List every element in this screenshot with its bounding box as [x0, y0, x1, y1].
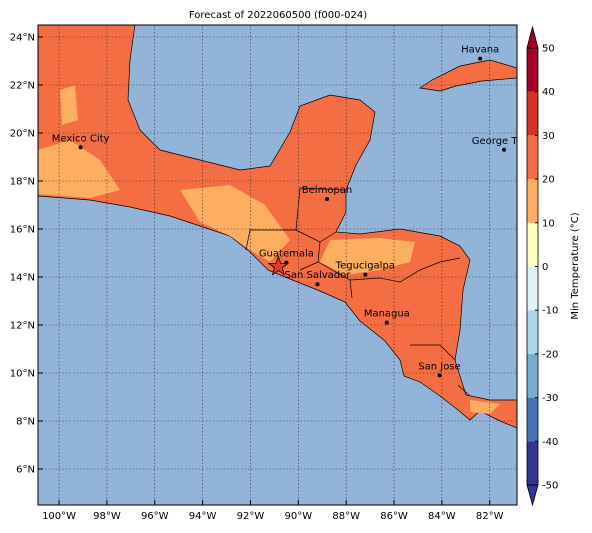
- colorbar-tick-label: -30: [542, 393, 558, 404]
- y-tick-label: 22°N: [10, 81, 35, 92]
- country-borders: [245, 187, 471, 397]
- y-tick-label: 16°N: [10, 225, 35, 236]
- map-title: Forecast of 2022060500 (f000-024): [189, 10, 367, 21]
- colorbar-band: [527, 135, 538, 180]
- colorbar-extend-top: [526, 25, 539, 49]
- colorbar-label: Min Temperature (°C): [570, 212, 581, 319]
- plot-frame: [37, 24, 518, 506]
- city-dot: [78, 145, 83, 150]
- city-label: Belmopan: [302, 185, 352, 196]
- y-tick-label: 8°N: [16, 417, 35, 428]
- cities: Mexico City Havana George Town Belmopan Guat…: [52, 45, 537, 378]
- colorbar-band: [527, 179, 538, 223]
- y-tick-label: 24°N: [10, 33, 35, 44]
- y-tick-label: 18°N: [10, 177, 35, 188]
- graticule: [38, 25, 517, 505]
- city-dot: [478, 56, 483, 61]
- x-tick-label: 96°W: [141, 511, 169, 522]
- city-dot: [437, 373, 442, 378]
- storm-marker: [267, 255, 290, 276]
- city-label: Guatemala: [259, 249, 314, 260]
- colorbar-tick-label: 10: [542, 218, 555, 229]
- colorbar-extend-bottom: [526, 484, 539, 507]
- y-tick-label: 12°N: [10, 321, 35, 332]
- colorbar-band: [527, 441, 538, 485]
- city-label: Tegucigalpa: [335, 261, 395, 272]
- x-tick-label: 92°W: [237, 511, 265, 522]
- colorbar-band: [527, 48, 538, 92]
- y-tick-label: 6°N: [16, 465, 35, 476]
- axes: 100°W 98°W 96°W 94°W 92°W 90°W 88°W 86°W 84°W 82°…: [10, 33, 504, 523]
- colorbar: -50 -40 -30 -20 -10 0 10 20 30 40 50: [526, 25, 558, 507]
- colorbar-band: [527, 397, 538, 442]
- x-tick-label: 94°W: [189, 511, 217, 522]
- colorbar-band: [527, 353, 538, 398]
- x-tick-label: 82°W: [476, 511, 504, 522]
- cuba: [419, 59, 517, 92]
- colorbar-tick-label: -40: [542, 437, 558, 448]
- city-dot: [315, 282, 320, 287]
- x-tick-label: 98°W: [93, 511, 121, 522]
- colorbar-tick-label: 0: [542, 262, 548, 273]
- city-dot: [363, 272, 368, 277]
- colorbar-tick-label: -10: [542, 306, 558, 317]
- city-dot: [325, 197, 330, 201]
- x-tick-label: 88°W: [332, 511, 360, 522]
- colorbar-tick-label: -50: [542, 481, 558, 492]
- colorbar-tick-label: 50: [542, 44, 555, 55]
- x-tick-label: 84°W: [428, 511, 456, 522]
- y-tick-label: 20°N: [10, 129, 35, 140]
- colorbar-band: [527, 310, 538, 354]
- warm-area: [38, 85, 500, 414]
- colorbar-tick-label: -20: [542, 349, 558, 360]
- colorbar-band: [527, 91, 538, 136]
- city-label: Havana: [461, 45, 499, 56]
- y-tick-label: 10°N: [10, 369, 35, 380]
- city-dot: [384, 320, 389, 325]
- colorbar-tick-label: 30: [542, 131, 555, 142]
- map-area: Mexico City Havana George Town Belmopan Guat…: [38, 25, 537, 505]
- city-label: Mexico City: [52, 133, 110, 144]
- x-tick-label: 100°W: [42, 511, 76, 522]
- colorbar-band: [527, 222, 538, 267]
- x-tick-label: 86°W: [380, 511, 408, 522]
- y-tick-label: 14°N: [10, 273, 35, 284]
- colorbar-band: [527, 266, 538, 311]
- city-label: Managua: [364, 309, 410, 320]
- colorbar-tick-label: 20: [542, 175, 555, 186]
- city-label: George Town: [472, 136, 537, 147]
- city-label: San Salvador: [285, 270, 352, 281]
- colorbar-tick-label: 40: [542, 87, 555, 98]
- city-label: San Jose: [418, 361, 460, 372]
- x-tick-label: 90°W: [285, 511, 313, 522]
- city-dot: [502, 147, 507, 152]
